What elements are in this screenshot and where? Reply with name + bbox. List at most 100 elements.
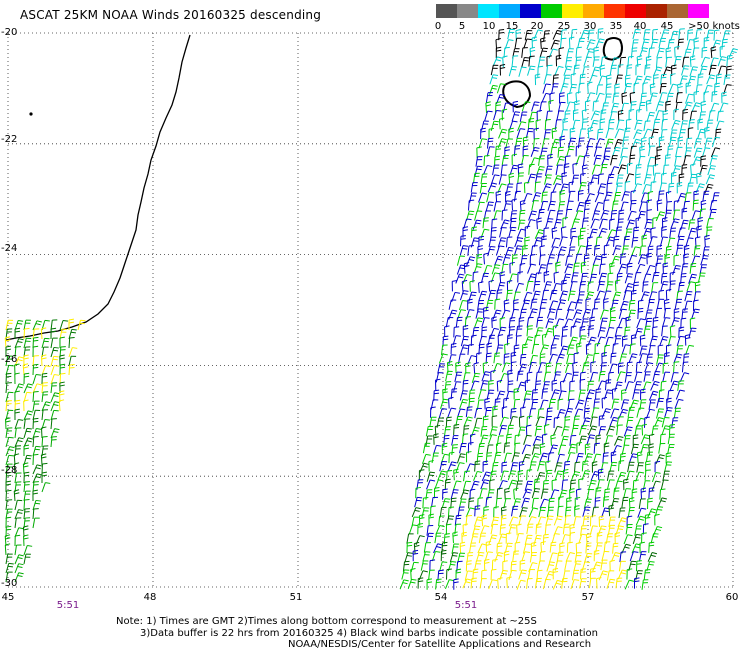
wind-barb (673, 108, 679, 121)
wind-barb (59, 372, 66, 385)
wind-barb (643, 29, 651, 40)
wind-barb (642, 75, 652, 86)
wind-barb (5, 463, 13, 475)
wind-barb (652, 326, 658, 338)
wind-barb (587, 425, 598, 436)
wind-barb (703, 84, 713, 96)
wind-barb (14, 437, 24, 448)
wind-barb (618, 155, 628, 166)
wind-barb (534, 181, 541, 193)
wind-barb (581, 362, 590, 373)
wind-barb (652, 164, 659, 176)
wind-barb (455, 273, 465, 284)
wind-barb (571, 218, 580, 229)
wind-barb (668, 83, 678, 94)
wind-barb (619, 253, 627, 265)
wind-barb (555, 54, 562, 67)
wind-barb (13, 489, 20, 502)
wind-barb (657, 344, 664, 356)
wind-barb (493, 201, 502, 212)
wind-barb (441, 498, 451, 509)
wind-barb (606, 578, 616, 589)
wind-barb (681, 263, 689, 274)
wind-barb (685, 93, 694, 104)
wind-barb (624, 579, 635, 590)
wind-barb (531, 343, 540, 355)
wind-barb (485, 352, 492, 364)
wind-barb (706, 119, 714, 131)
wind-barb (602, 496, 610, 508)
wind-barb (562, 469, 569, 481)
wind-barb (514, 237, 524, 248)
wind-barb (50, 337, 58, 349)
wind-barb (5, 471, 12, 484)
wind-barb (50, 319, 58, 331)
legend-label: 20 (530, 21, 544, 32)
wind-barb (700, 100, 707, 113)
wind-barb (435, 578, 442, 590)
wind-barb (564, 407, 574, 418)
wind-barb (477, 299, 485, 311)
wind-barb (559, 236, 568, 247)
wind-barb (489, 470, 497, 482)
wind-barb (495, 245, 505, 256)
wind-barb (517, 219, 526, 231)
wind-barb (23, 534, 29, 547)
wind-barb (439, 561, 448, 572)
wind-barb (559, 183, 569, 194)
wind-barb (685, 82, 692, 94)
wind-barb (521, 57, 530, 68)
wind-barb (600, 164, 608, 175)
wind-barb (574, 505, 580, 517)
wind-barb (650, 38, 659, 50)
wind-barb (463, 262, 470, 274)
wind-barb (14, 427, 22, 439)
wind-barb (656, 244, 663, 257)
wind-barb (454, 514, 462, 526)
wind-barb (465, 406, 473, 418)
wind-barb (559, 290, 569, 301)
wind-barb (515, 325, 523, 337)
wind-barb (548, 398, 556, 410)
wind-barb (623, 534, 633, 545)
wind-barb (521, 551, 530, 562)
wind-barb (639, 345, 648, 356)
wind-barb (22, 363, 29, 376)
wind-barb (554, 363, 562, 374)
wind-barb (491, 316, 497, 328)
wind-barb (608, 363, 618, 374)
wind-barb (600, 253, 607, 265)
wind-barb (567, 390, 575, 402)
wind-barb (504, 343, 510, 355)
wind-barb (483, 558, 490, 571)
wind-barb (643, 569, 651, 580)
wind-barb (659, 83, 667, 94)
wind-barb (687, 29, 694, 41)
wind-barb (565, 552, 575, 562)
wind-barb (700, 255, 709, 266)
wind-barb (437, 363, 445, 374)
wind-barb (473, 362, 479, 374)
wind-barb (660, 29, 670, 40)
wind-barb (560, 380, 566, 392)
wind-barb (533, 478, 541, 490)
wind-barb (633, 272, 642, 283)
wind-barb (592, 255, 602, 266)
wind-barb (511, 198, 517, 211)
wind-barb (537, 56, 546, 68)
wind-barb (32, 436, 39, 448)
wind-barb (23, 490, 31, 502)
wind-barb (624, 74, 631, 86)
wind-barb (577, 137, 585, 149)
wind-barb (14, 399, 21, 412)
wind-barb (586, 434, 596, 445)
wind-barb (570, 28, 578, 40)
wind-barb (628, 109, 635, 121)
wind-barb (571, 424, 579, 436)
wind-barb (661, 172, 667, 184)
wind-barb (483, 252, 489, 265)
wind-barb (41, 409, 49, 421)
mauritius-island (602, 37, 623, 61)
wind-barb (505, 532, 512, 544)
wind-barb (23, 481, 30, 493)
